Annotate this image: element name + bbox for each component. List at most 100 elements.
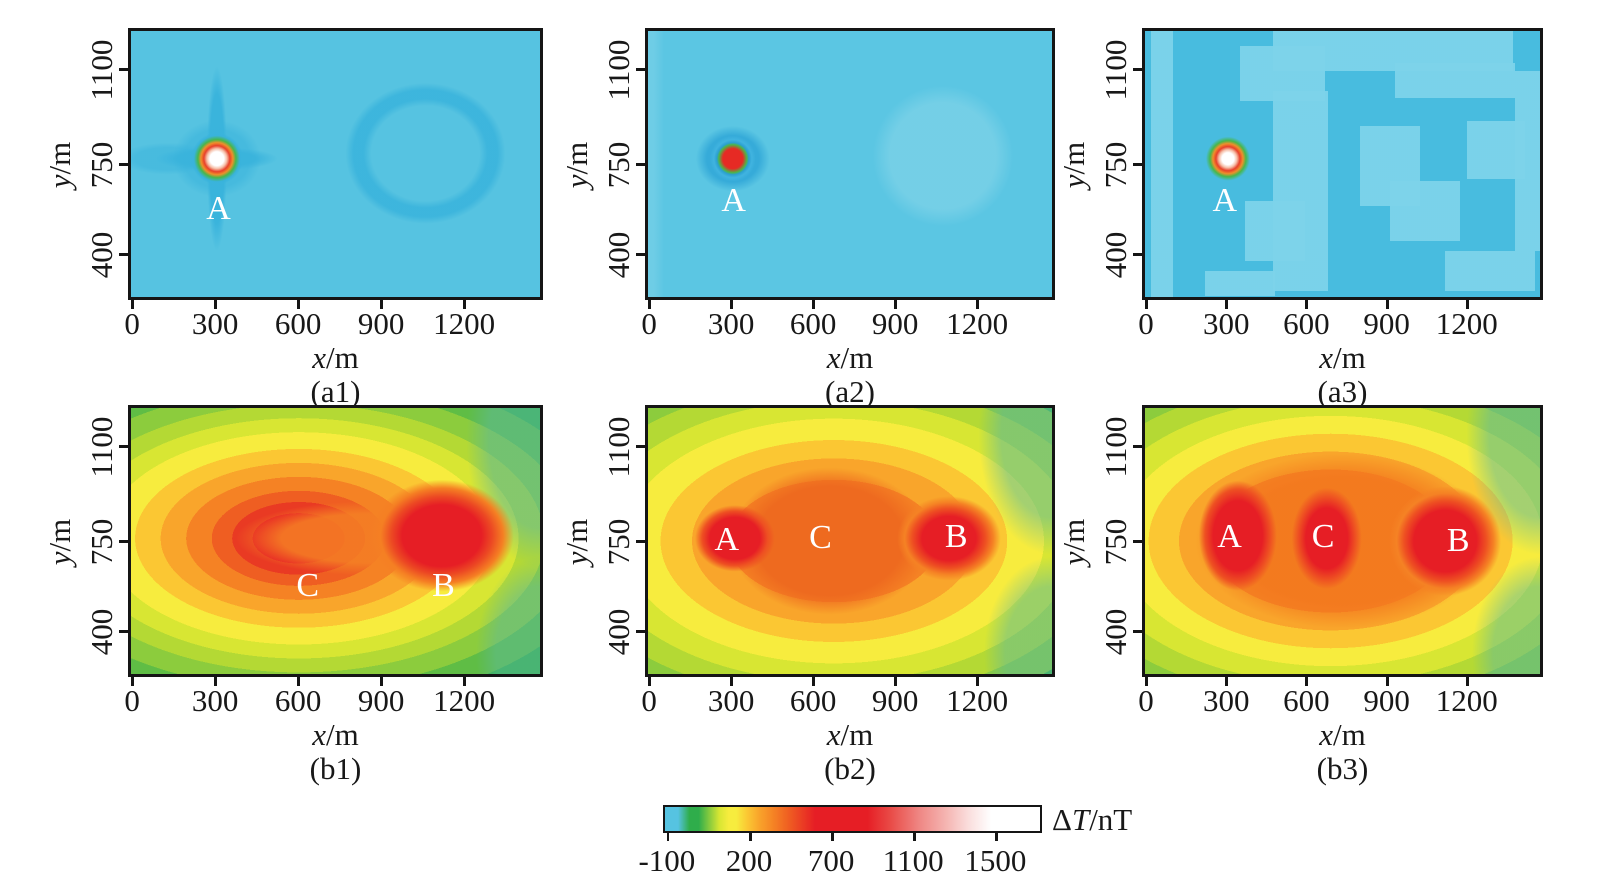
y-tick-label: 1100	[601, 416, 636, 478]
anomaly-label-c: C	[809, 519, 832, 557]
anomaly-label-a: A	[1212, 182, 1238, 220]
x-tick-mark	[1225, 300, 1229, 309]
y-tick-label: 400	[601, 608, 636, 656]
x-tick-mark	[812, 300, 816, 309]
colorbar-tick-mark	[995, 831, 998, 841]
x-tick-mark	[1305, 300, 1309, 309]
y-tick-mark	[119, 444, 128, 448]
x-tick-label: 300	[1202, 683, 1250, 718]
plot-area-a3: A	[1142, 28, 1543, 300]
y-tick-mark	[636, 540, 645, 543]
x-tick-label: 0	[124, 683, 140, 718]
colorbar-tick-mark	[749, 831, 752, 841]
y-tick-mark	[1133, 67, 1142, 71]
x-tick-mark	[297, 300, 301, 309]
anomaly-label-a: A	[714, 520, 740, 558]
x-tick-label: 900	[1363, 683, 1410, 718]
plot-area-a1: A	[128, 28, 543, 300]
x-tick-mark	[1305, 677, 1309, 686]
x-tick-mark	[1225, 677, 1229, 686]
anomaly-label-c: C	[296, 567, 320, 605]
panel-caption: (a2)	[825, 374, 875, 409]
x-tick-label: 900	[871, 683, 919, 718]
y-tick-label: 400	[84, 231, 119, 279]
x-tick-label: 300	[191, 306, 239, 341]
x-axis-label: x/m	[1319, 717, 1366, 752]
colorbar-tick-label: 200	[725, 843, 773, 878]
y-tick-mark	[636, 163, 645, 166]
y-tick-mark	[119, 540, 128, 543]
x-tick-label: 0	[124, 306, 140, 341]
panel-caption: (b1)	[309, 751, 362, 786]
plot-area-b1: C B	[128, 405, 543, 677]
x-tick-mark	[730, 677, 734, 686]
colorbar-tick-label: -100	[638, 843, 696, 878]
anomaly-label-a: A	[1217, 518, 1242, 555]
colorbar-tick-label: 1100	[882, 843, 944, 878]
x-axis-label: x/m	[312, 717, 359, 752]
y-tick-label: 400	[1098, 231, 1133, 279]
x-tick-label: 0	[641, 683, 657, 718]
anomaly-label-a: A	[206, 190, 231, 228]
x-tick-label: 300	[191, 683, 239, 718]
anomaly-label-b: B	[944, 518, 968, 555]
x-tick-label: 600	[789, 683, 837, 718]
x-tick-label: 1200	[1435, 683, 1498, 718]
colorbar-tick-mark	[666, 831, 670, 841]
y-tick-mark	[636, 444, 645, 448]
panel-caption: (b2)	[824, 751, 876, 786]
colorbar-tick-mark	[831, 831, 834, 841]
panel-caption: (a3)	[1317, 374, 1368, 409]
y-tick-label: 400	[84, 608, 119, 656]
colorbar-tick-mark	[913, 831, 916, 841]
x-tick-label: 0	[1138, 306, 1154, 341]
colorbar-title: ΔT/nT	[1052, 802, 1133, 837]
y-tick-mark	[119, 252, 128, 256]
x-tick-label: 600	[274, 306, 322, 341]
x-tick-mark	[297, 677, 301, 686]
panel-a3: A y/m 1100 750 400 0 300 600 900 1200 x/…	[1056, 28, 1543, 409]
y-tick-label: 1100	[84, 416, 119, 478]
anomaly-label-b: B	[1446, 522, 1470, 559]
y-tick-mark	[1133, 629, 1142, 633]
y-tick-label: 1100	[1098, 39, 1133, 101]
x-tick-label: 1200	[946, 306, 1009, 341]
x-tick-mark	[131, 677, 135, 686]
x-tick-label: 1200	[433, 683, 496, 718]
x-tick-label: 1200	[1435, 306, 1498, 341]
y-tick-mark	[1133, 163, 1142, 166]
x-axis-label: x/m	[1319, 340, 1366, 375]
x-tick-mark	[131, 300, 135, 309]
x-tick-mark	[380, 300, 384, 309]
x-tick-mark	[1385, 677, 1389, 686]
colorbar-tick-label: 700	[807, 843, 855, 878]
x-tick-label: 300	[707, 306, 755, 341]
panel-b3: A C B y/m 1100 750 400 0 300 600 900 120…	[1056, 405, 1543, 786]
x-tick-label: 600	[789, 306, 837, 341]
y-tick-mark	[119, 163, 128, 166]
colorbar: -100 200 700 1100 1500 ΔT/nT	[638, 802, 1132, 878]
panel-b1: C B y/m 1100 750 400 0 300 600 900 1200 …	[42, 405, 543, 786]
plot-area-b2: A C B	[645, 405, 1055, 677]
y-tick-mark	[636, 67, 645, 71]
anomaly-label-c: C	[1311, 518, 1335, 555]
y-tick-label: 750	[1098, 141, 1133, 189]
panel-b2: A C B y/m 1100 750 400 0 300 600 900 120…	[559, 405, 1055, 786]
x-tick-label: 0	[641, 306, 657, 341]
y-tick-label: 750	[84, 518, 119, 566]
y-tick-label: 750	[1098, 518, 1133, 566]
x-axis-label: x/m	[826, 717, 874, 752]
panel-a1: A y/m 1100 750 400 0 300 600 900 1200 x/…	[42, 28, 543, 409]
plot-area-a2: A	[645, 28, 1055, 300]
y-tick-mark	[636, 252, 645, 256]
x-tick-label: 600	[274, 683, 322, 718]
y-tick-mark	[1133, 540, 1142, 543]
y-axis-label: y/m	[42, 518, 77, 566]
x-tick-label: 900	[871, 306, 919, 341]
x-tick-mark	[1465, 677, 1469, 686]
x-tick-label: 300	[1202, 306, 1250, 341]
x-tick-label: 900	[357, 306, 405, 341]
x-tick-mark	[648, 300, 652, 309]
x-tick-label: 1200	[946, 683, 1009, 718]
y-tick-mark	[1133, 444, 1142, 448]
